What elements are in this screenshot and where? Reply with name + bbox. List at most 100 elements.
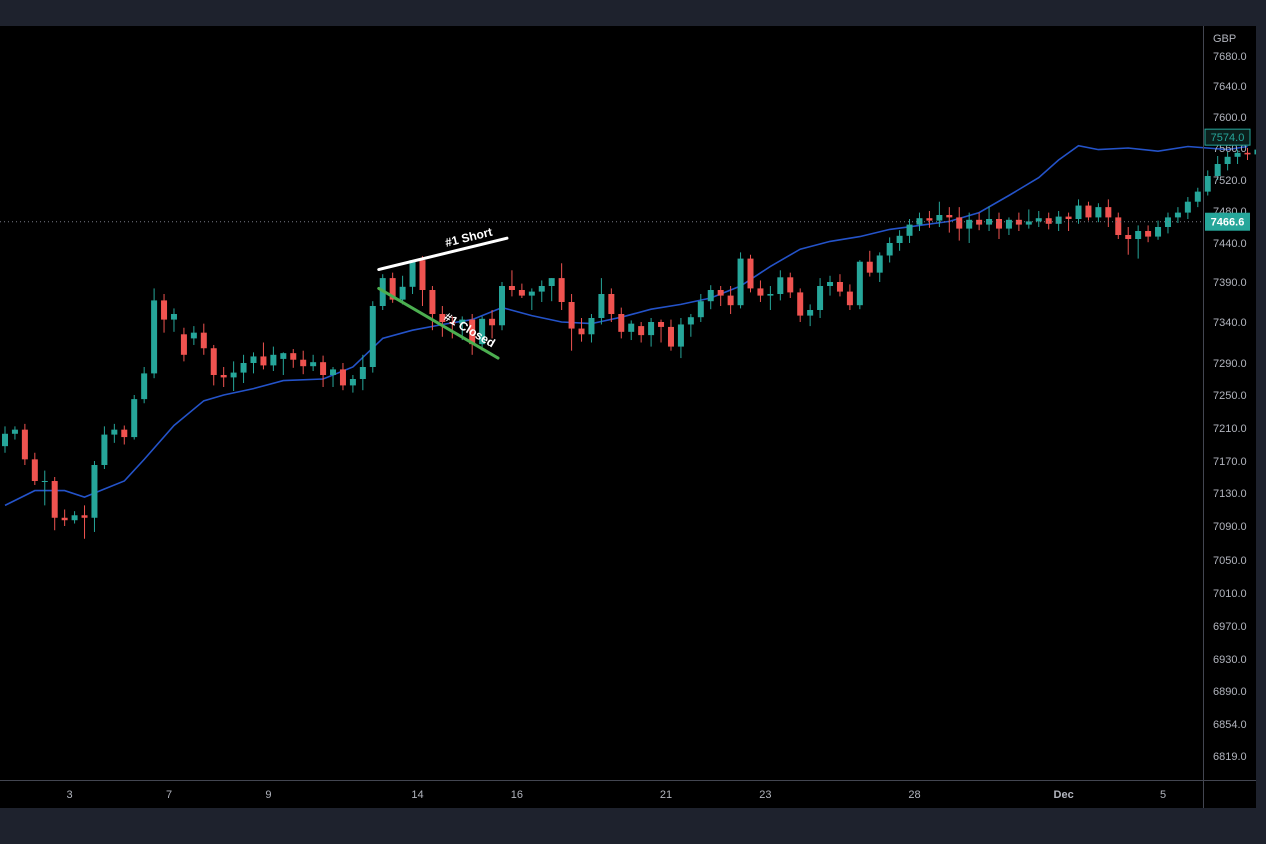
candle-body [1224, 156, 1231, 164]
candle-body [1204, 176, 1211, 192]
candle-body [300, 359, 307, 367]
candle-body [449, 322, 456, 324]
candle-body [787, 277, 794, 293]
candle-body [1105, 207, 1112, 218]
candle-body [1085, 205, 1092, 218]
candle-body [131, 399, 138, 438]
candle-body [31, 459, 38, 481]
candle-body [51, 481, 58, 518]
candle-body [499, 286, 505, 326]
candle-body [568, 302, 575, 329]
candle-body [439, 314, 446, 322]
candle-body [906, 224, 913, 236]
candle-body [330, 369, 337, 375]
candle-body [220, 375, 227, 378]
y-tick-label: 7010.0 [1213, 588, 1247, 600]
candle-body [1234, 152, 1241, 157]
y-tick-label: 7640.0 [1213, 81, 1247, 93]
candle-body [320, 362, 327, 375]
candle-body [757, 288, 764, 296]
y-tick-label: 7170.0 [1213, 456, 1247, 468]
y-tick-label: 7290.0 [1213, 358, 1247, 370]
candle-body [608, 294, 615, 314]
x-tick-label: 21 [660, 789, 672, 801]
candle-body [310, 362, 317, 367]
candle-body [1015, 219, 1022, 225]
candle-body [777, 277, 784, 294]
candle-body [161, 300, 168, 320]
candle-body [21, 429, 28, 460]
candlestick-chart[interactable]: #1 Short#1 Closed 7680.07640.07600.07560… [0, 26, 1256, 808]
candle-body [996, 219, 1002, 229]
candle-body [528, 291, 535, 296]
y-tick-label: 7210.0 [1213, 423, 1247, 435]
candle-body [707, 290, 714, 302]
candle-body [697, 301, 704, 318]
candle-body [518, 290, 525, 296]
candle-body [469, 319, 476, 345]
candle-body [876, 255, 883, 273]
annotation-line [377, 236, 509, 272]
x-tick-label: 28 [908, 789, 920, 801]
candle-body [489, 318, 496, 326]
annotation-line [377, 286, 500, 360]
candle-body [419, 260, 426, 290]
candle-body [479, 318, 486, 345]
candle-body [1095, 207, 1102, 218]
candle-body [41, 481, 48, 482]
y-tick-label: 7390.0 [1213, 277, 1247, 289]
candle-body [290, 353, 297, 360]
candle-body [121, 429, 128, 438]
y-tick-label: 6970.0 [1213, 621, 1247, 633]
chart-frame[interactable]: #1 Short #1 Closed 7680.0 7640.0 7600.0 7560… [0, 26, 1256, 808]
candle-body [1065, 216, 1072, 219]
candle-body [71, 515, 78, 521]
candle-body [349, 379, 356, 386]
candle-body [1055, 216, 1062, 224]
candle-body [727, 295, 734, 306]
candle-body [250, 356, 257, 363]
candle-body [339, 369, 346, 386]
candle-body [210, 348, 217, 375]
candle-body [91, 465, 98, 518]
candle-body [399, 286, 406, 300]
candle-body [846, 291, 853, 306]
candle-body [260, 356, 267, 366]
x-tick-label: 3 [67, 789, 73, 801]
candle-body [598, 294, 605, 318]
candle-body [548, 278, 555, 286]
candle-body [1035, 218, 1042, 222]
candle-body [429, 290, 436, 314]
candle-body [459, 319, 466, 324]
y-tick-label: 7600.0 [1213, 112, 1247, 124]
candle-body [270, 354, 277, 366]
candle-body [1155, 227, 1162, 237]
candle-body [1194, 191, 1201, 202]
candle-body [1254, 149, 1256, 155]
candle-body [618, 314, 625, 332]
annotation-label: #1 Short [444, 225, 494, 250]
candle-body [1174, 212, 1181, 218]
candle-body [797, 292, 804, 316]
candle-body [677, 324, 684, 347]
y-tick-label: 7130.0 [1213, 488, 1247, 500]
candle-body [1005, 219, 1012, 229]
x-tick-label: 7 [166, 789, 172, 801]
y-tick-label: 6890.0 [1213, 686, 1247, 698]
candle-body [111, 429, 118, 435]
candle-body [1125, 235, 1132, 239]
y-tick-label: 7680.0 [1213, 51, 1247, 63]
y-tick-label: 6854.0 [1213, 719, 1247, 731]
candle-body [1244, 152, 1251, 155]
candle-body [667, 326, 674, 347]
candle-body [389, 278, 396, 300]
currency-label: GBP [1213, 33, 1236, 45]
candle-body [11, 429, 18, 434]
y-tick-label: 6819.0 [1213, 751, 1247, 763]
y-tick-label: 7250.0 [1213, 390, 1247, 402]
candle-body [658, 322, 665, 327]
candle-body [578, 328, 585, 335]
candle-body [717, 290, 724, 296]
candle-body [737, 258, 744, 306]
candle-body [648, 322, 655, 336]
